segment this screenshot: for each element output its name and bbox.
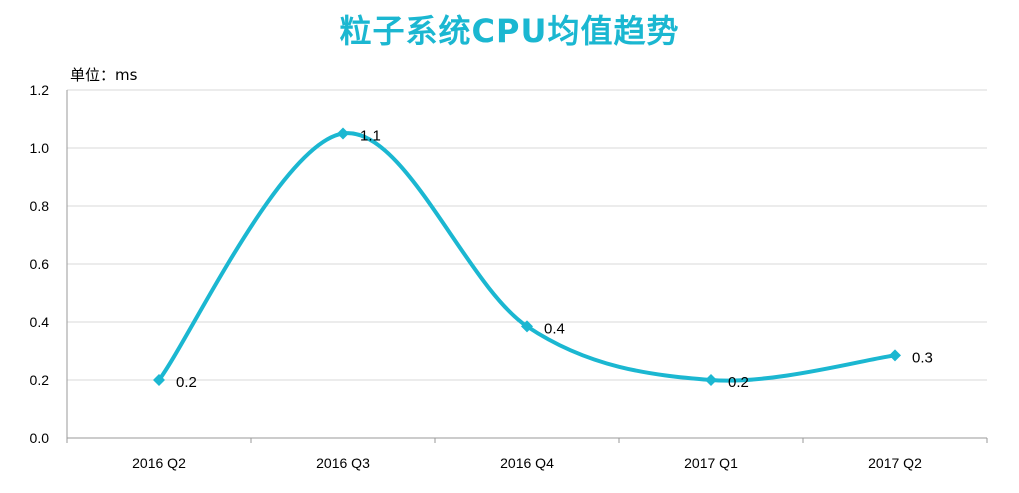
data-label: 0.3 [912, 349, 933, 366]
series-line [157, 131, 897, 383]
chart-title: 粒子系统CPU均值趋势 [339, 12, 680, 50]
y-tick-label: 0.8 [30, 198, 50, 214]
y-tick-label: 0.4 [30, 314, 50, 330]
x-tick-label: 2017 Q2 [868, 455, 922, 471]
y-tick-label: 1.2 [30, 82, 50, 98]
data-label: 0.4 [544, 320, 565, 337]
data-label: 0.2 [728, 374, 749, 391]
data-label: 1.1 [360, 128, 381, 145]
y-tick-label: 1.0 [30, 140, 50, 156]
y-tick-label: 0.6 [30, 256, 50, 272]
x-tick-label: 2016 Q3 [316, 455, 370, 471]
unit-label: 单位：ms [70, 66, 138, 84]
data-point-marker [705, 374, 717, 386]
x-tick-label: 2017 Q1 [684, 455, 738, 471]
data-label: 0.2 [176, 374, 197, 391]
x-tick-label: 2016 Q2 [132, 455, 186, 471]
data-point-marker [337, 127, 349, 140]
y-tick-label: 0.0 [30, 430, 50, 446]
data-point-marker [521, 320, 533, 333]
x-tick-label: 2016 Q4 [500, 455, 554, 471]
data-point-marker [889, 349, 901, 362]
y-tick-label: 0.2 [30, 372, 50, 388]
data-point-marker [153, 374, 165, 386]
